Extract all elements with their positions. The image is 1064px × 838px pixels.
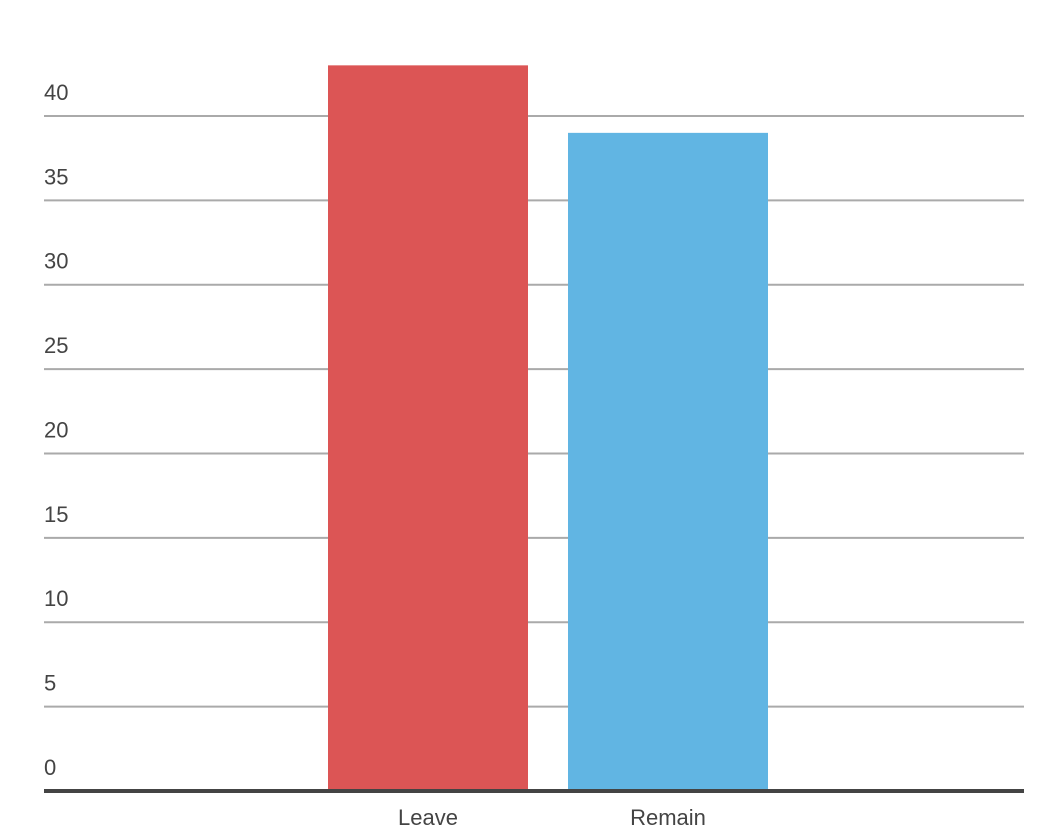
y-tick-label: 10: [44, 586, 68, 611]
y-tick-label: 40: [44, 80, 68, 105]
y-tick-label: 35: [44, 164, 68, 189]
y-tick-label: 0: [44, 755, 56, 780]
y-tick-label: 15: [44, 502, 68, 527]
y-tick-label: 20: [44, 417, 68, 442]
bar: [568, 132, 768, 791]
bar: [328, 65, 528, 791]
x-tick-label: Remain: [630, 805, 706, 830]
y-tick-label: 30: [44, 249, 68, 274]
y-tick-label: 5: [44, 671, 56, 696]
y-tick-label: 25: [44, 333, 68, 358]
x-tick-label: Leave: [398, 805, 458, 830]
